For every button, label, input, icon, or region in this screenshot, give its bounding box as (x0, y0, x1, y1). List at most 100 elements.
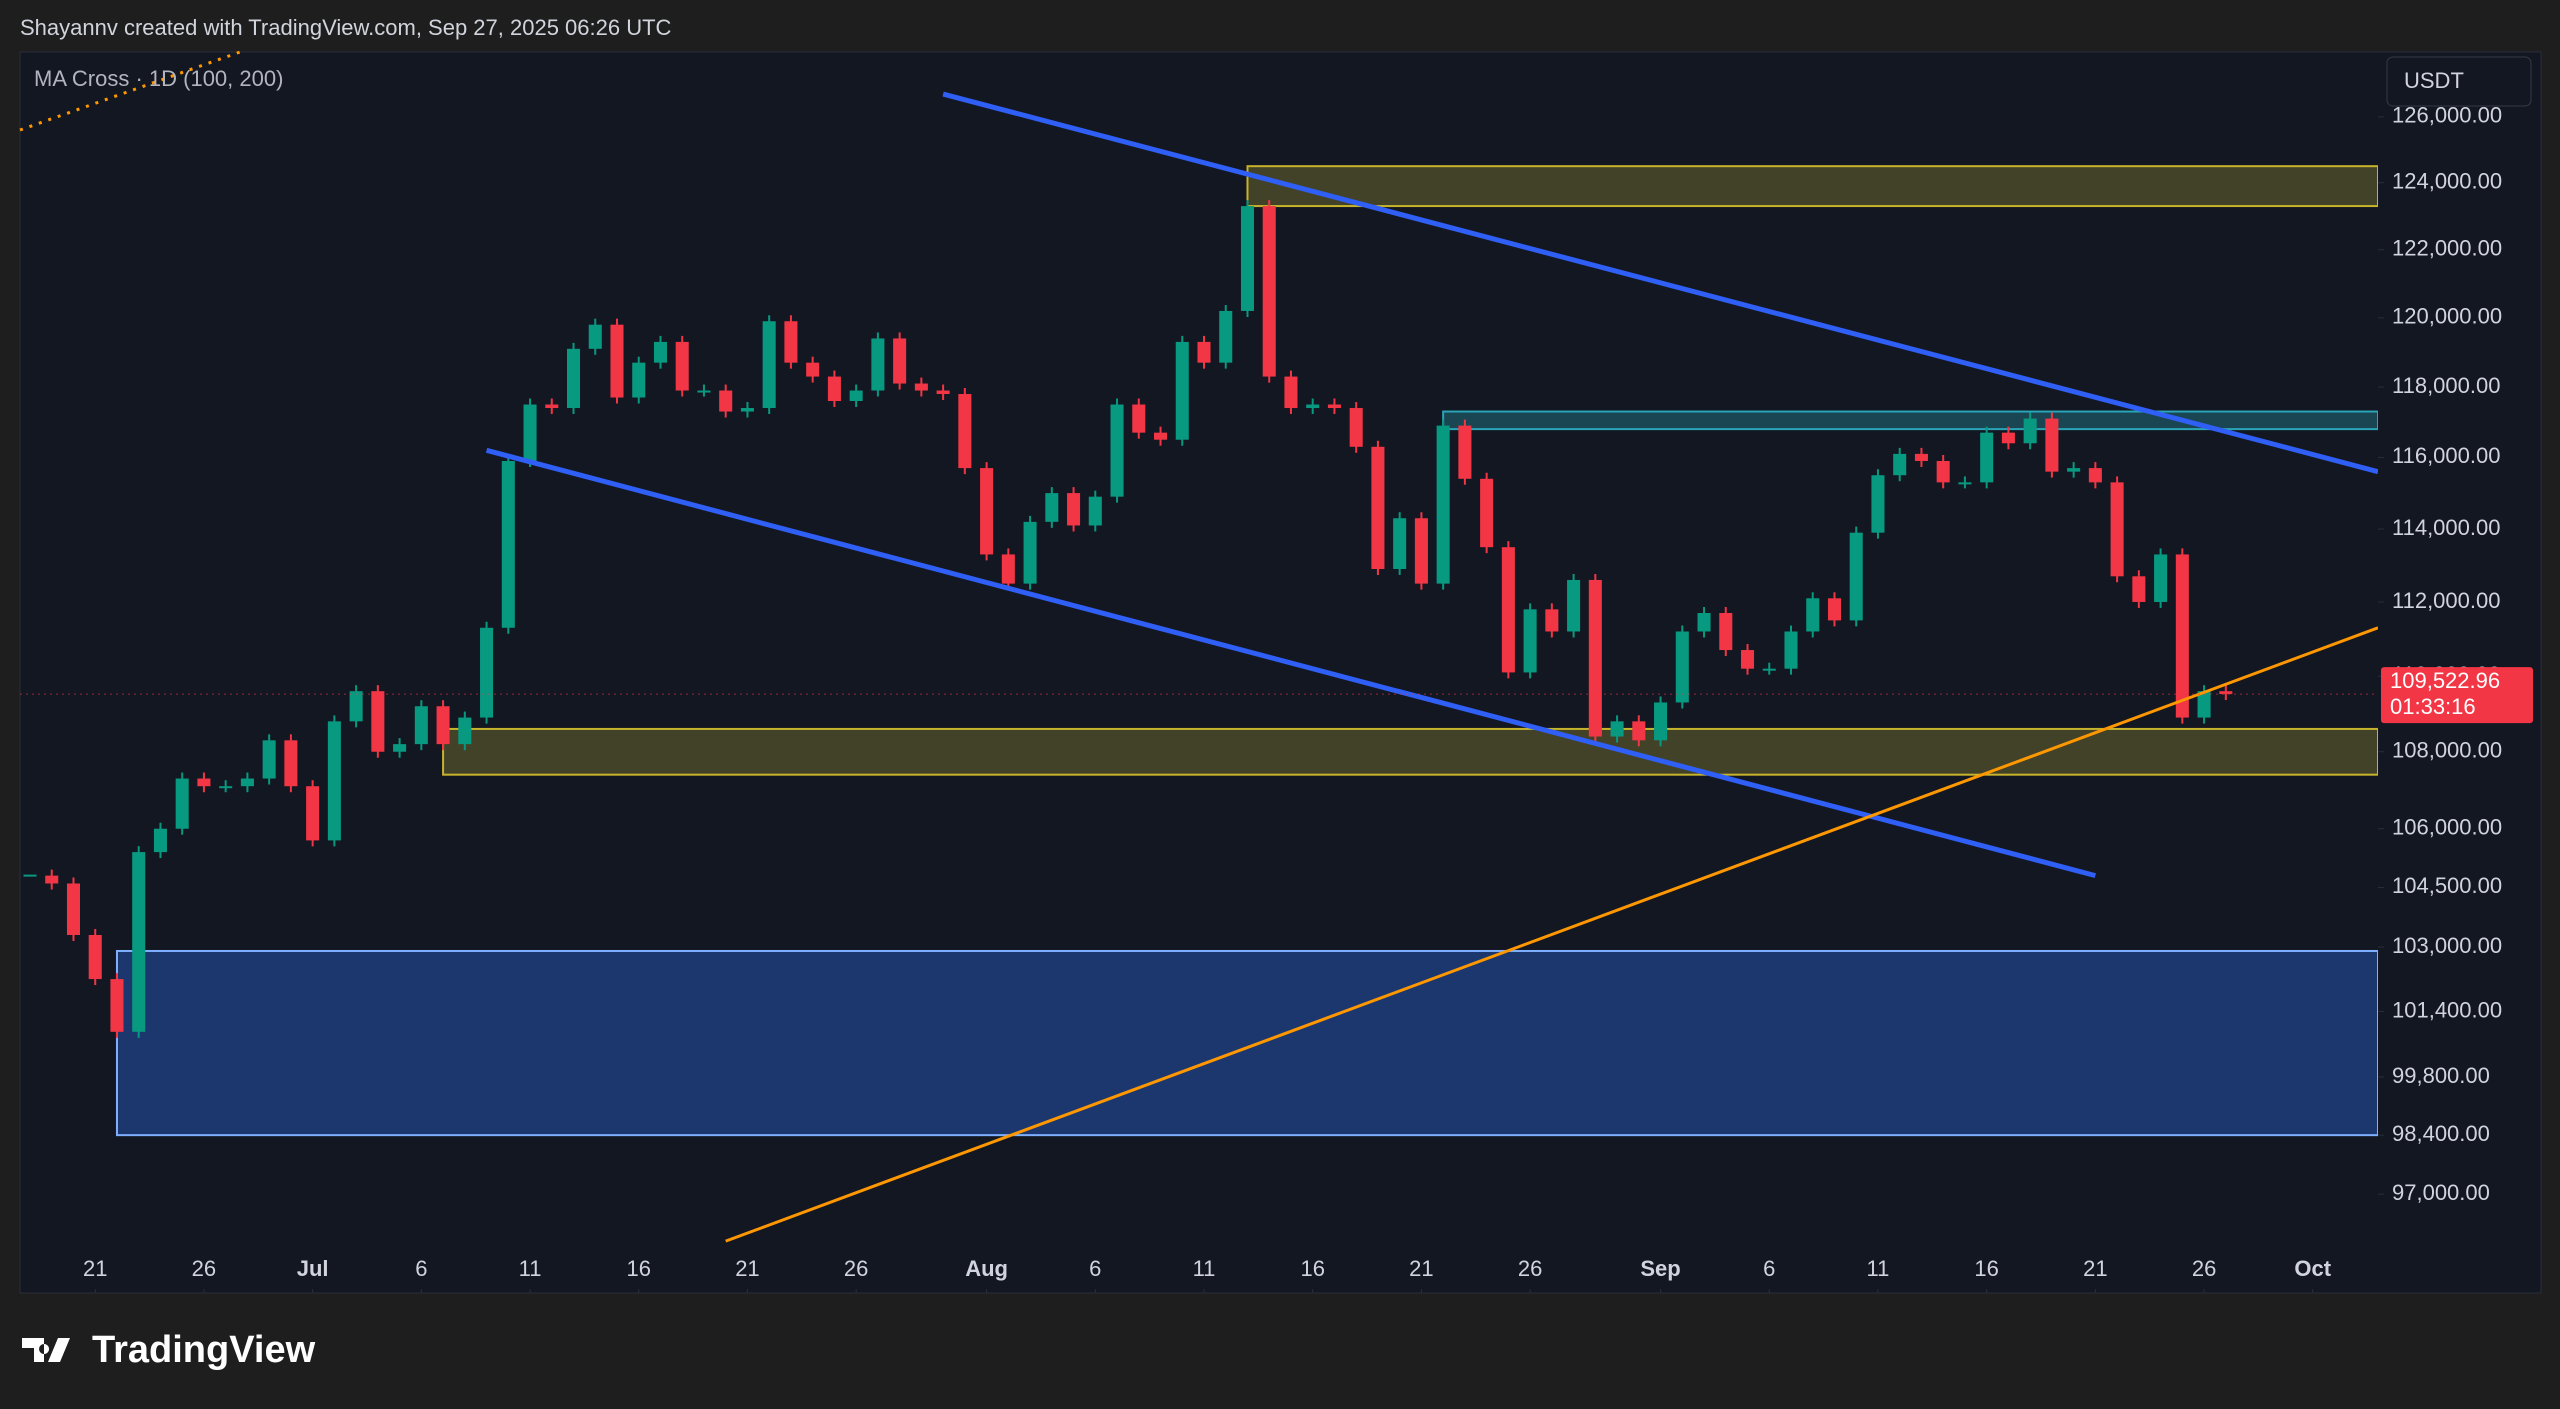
candle-body (806, 362, 820, 377)
candle-body (458, 717, 472, 745)
candle-body (1110, 404, 1124, 497)
y-tick-label: 99,800.00 (2392, 1063, 2490, 1088)
candle-body (871, 338, 885, 391)
candle-body (1914, 453, 1928, 461)
y-tick-label: 101,400.00 (2392, 997, 2502, 1022)
candle-body (414, 706, 428, 745)
candle-body (306, 786, 320, 841)
zone (1246, 165, 2378, 208)
candle-body (588, 324, 602, 349)
candle-body (740, 408, 754, 412)
candle-body (1393, 518, 1407, 569)
y-tick-label: 108,000.00 (2392, 738, 2502, 763)
candle-body (1132, 404, 1146, 433)
candle-body (1458, 425, 1472, 479)
candle-body (1306, 404, 1320, 409)
y-tick-label: 122,000.00 (2392, 236, 2502, 261)
candle-body (480, 627, 494, 718)
candle-body (1654, 702, 1668, 741)
x-tick-label: Jul (297, 1256, 329, 1281)
y-tick-label: 114,000.00 (2392, 515, 2500, 540)
candle-body (1327, 404, 1341, 409)
candle-body (175, 778, 189, 829)
zone (115, 949, 2378, 1137)
y-tick-label: 97,000.00 (2392, 1180, 2490, 1205)
candle-body (1023, 521, 1037, 584)
candle-body (827, 376, 841, 402)
candle-body (936, 390, 950, 395)
candle-body (501, 460, 515, 628)
candle-body (1632, 721, 1646, 741)
x-tick-label: Oct (2294, 1256, 2331, 1281)
indicator-label: MA Cross · 1D (100, 200) (34, 66, 283, 91)
candle-body (2045, 418, 2059, 472)
x-tick-label: Aug (965, 1256, 1008, 1281)
candle-body (697, 390, 711, 393)
x-tick-label: 11 (1867, 1256, 1890, 1281)
candle-body (1240, 206, 1255, 311)
x-tick-label: 6 (415, 1256, 427, 1281)
candle-body (545, 404, 559, 409)
currency-button[interactable]: USDT (2386, 56, 2532, 107)
candle-body (893, 338, 907, 384)
x-tick-label: 21 (1409, 1256, 1433, 1281)
candle-body (1088, 496, 1102, 526)
price-tag-label: 109,522.96 (2390, 668, 2500, 693)
candle-body (1501, 547, 1515, 673)
candle-body (327, 721, 341, 841)
candle-body (1871, 475, 1885, 533)
candle-body (762, 321, 776, 409)
logo-mark (22, 1338, 70, 1362)
x-tick-label: 16 (1974, 1256, 1998, 1281)
axes: 126,000.00 124,000.00 122,000.00 120,000.00… (83, 103, 2533, 1293)
candle-body (1849, 532, 1863, 621)
x-tick-label: 11 (1193, 1256, 1216, 1281)
candle-body (1740, 650, 1755, 669)
candle-body (1371, 446, 1385, 569)
candle-body (914, 383, 928, 391)
candle-body (1414, 518, 1428, 584)
candle-body (219, 786, 233, 789)
candle-body (1675, 631, 1689, 703)
candle-body (675, 341, 689, 391)
candle-body (1588, 579, 1602, 737)
currency-box[interactable] (2386, 56, 2532, 107)
candle-body (1980, 432, 1994, 483)
zone (1442, 410, 2378, 431)
candle-body (132, 852, 146, 1032)
candle-body (566, 348, 581, 409)
candle-body (153, 828, 167, 853)
candle-body (1936, 460, 1950, 483)
candle-body (23, 874, 37, 877)
candle-body (653, 341, 668, 363)
y-tick-label: 112,000.00 (2392, 588, 2500, 613)
candle-body (1719, 613, 1733, 651)
candle-body (1827, 598, 1842, 621)
candle-body (1197, 341, 1211, 363)
y-tick-label: 124,000.00 (2392, 169, 2502, 194)
candle-body (2067, 468, 2081, 472)
x-tick-label: 6 (1763, 1256, 1775, 1281)
x-tick-label: Sep (1640, 1256, 1680, 1281)
candle-body (1567, 579, 1581, 632)
candle-body (240, 778, 254, 787)
y-tick-label: 103,000.00 (2392, 933, 2502, 958)
trendline (942, 91, 2378, 475)
candle-body (1762, 668, 1776, 671)
candle-body (1545, 609, 1559, 632)
candle-body (2175, 554, 2189, 718)
logo-text: TradingView (92, 1329, 316, 1371)
y-tick-label: 106,000.00 (2392, 815, 2502, 840)
plot-area (20, 91, 2378, 1243)
x-tick-label: 21 (2083, 1256, 2107, 1281)
candle-body (1175, 341, 1189, 440)
candle-body (523, 404, 537, 461)
candle-body (2219, 691, 2233, 695)
x-tick-label: 21 (83, 1256, 107, 1281)
x-tick-label: 6 (1089, 1256, 1101, 1281)
candle-body (1067, 493, 1081, 526)
candle-body (1262, 206, 1276, 377)
candle-body (1219, 310, 1233, 363)
currency-label[interactable]: USDT (2404, 68, 2464, 93)
